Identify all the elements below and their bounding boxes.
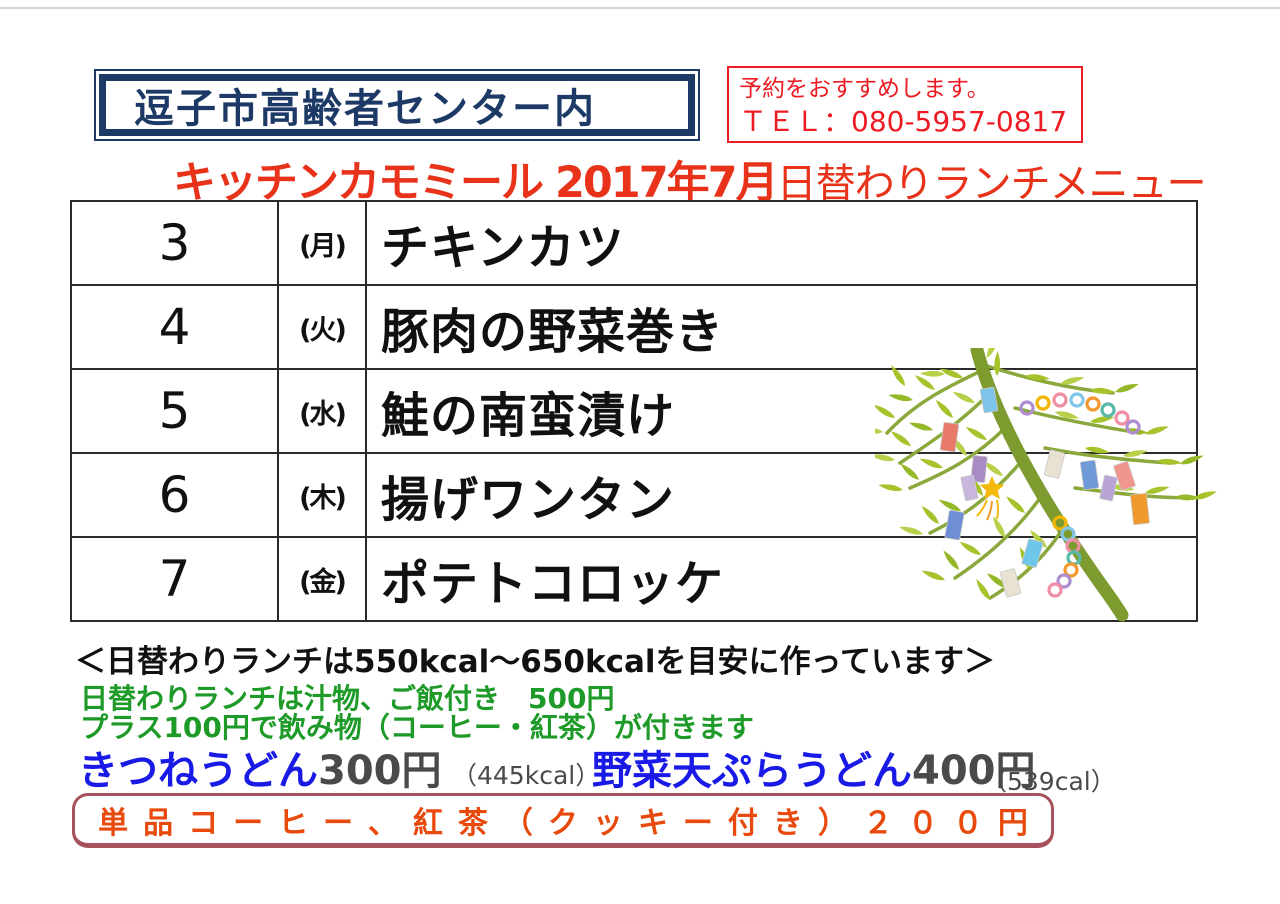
tempura-udon-name: 野菜天ぷらうどん <box>592 748 912 794</box>
coffee-tea-price-text: 単品コーヒー、紅茶（クッキー付き）２００円 <box>98 805 1043 841</box>
kitsune-udon-price: 300円 <box>318 748 442 794</box>
dish-cell: 豚肉の野菜巻き <box>365 284 1198 370</box>
kcal-guideline-note: ＜日替わりランチは550kcal～650kcalを目安に作っています＞ <box>75 644 995 680</box>
dish-cell: 揚げワンタン <box>365 452 1198 538</box>
title-lunch-menu: 日替わりランチメニュー <box>776 161 1207 207</box>
tempura-udon-price: 400円 <box>912 748 1036 794</box>
page-top-edge <box>0 7 1280 9</box>
kitsune-udon-item: きつねうどん300円 <box>78 738 442 796</box>
weekday-cell: (月) <box>277 200 367 286</box>
facility-name-box: 逗子市高齢者センター内 <box>99 74 695 136</box>
table-row: 4 (火) 豚肉の野菜巻き <box>70 284 1198 370</box>
daily-menu-table: 3 (月) チキンカツ 4 (火) 豚肉の野菜巻き 5 (水) 鮭の南蛮漬け 6… <box>70 200 1198 622</box>
day-cell: 3 <box>70 200 279 286</box>
dish-cell: チキンカツ <box>365 200 1198 286</box>
tempura-udon-item: 野菜天ぷらうどん400円 <box>592 738 1036 796</box>
table-row: 7 (金) ポテトコロッケ <box>70 536 1198 622</box>
lunch-price-note: 日替わりランチは汁物、ご飯付き 500円 <box>80 682 615 715</box>
weekday-cell: (金) <box>277 536 367 622</box>
table-row: 5 (水) 鮭の南蛮漬け <box>70 368 1198 454</box>
day-cell: 5 <box>70 368 279 454</box>
weekday-cell: (水) <box>277 368 367 454</box>
tempura-udon-kcal: （539cal） <box>982 767 1116 796</box>
reservation-note: 予約をおすすめします。 <box>739 76 990 102</box>
reservation-phone: ＴＥＬ：080-5957-0817 <box>739 105 1068 138</box>
drink-option-note: プラス100円で飲み物（コーヒー・紅茶）が付きます <box>80 711 754 744</box>
dish-cell: 鮭の南蛮漬け <box>365 368 1198 454</box>
kitsune-udon-name: きつねうどん <box>78 748 318 794</box>
weekday-cell: (木) <box>277 452 367 538</box>
table-row: 6 (木) 揚げワンタン <box>70 452 1198 538</box>
kitsune-udon-kcal: （445kcal） <box>452 761 601 790</box>
page-title: キッチンカモミール 2017年7月日替わりランチメニュー <box>173 148 1223 210</box>
day-cell: 4 <box>70 284 279 370</box>
facility-name: 逗子市高齢者センター内 <box>134 86 596 132</box>
table-row: 3 (月) チキンカツ <box>70 200 1198 286</box>
weekday-cell: (火) <box>277 284 367 370</box>
day-cell: 7 <box>70 536 279 622</box>
reservation-box: 予約をおすすめします。 ＴＥＬ：080-5957-0817 <box>727 66 1083 143</box>
udon-menu-line: きつねうどん300円 （445kcal） 野菜天ぷらうどん400円 （539ca… <box>0 738 1280 796</box>
title-kitchen-and-month: キッチンカモミール 2017年7月 <box>173 158 779 208</box>
dish-cell: ポテトコロッケ <box>365 536 1198 622</box>
coffee-tea-price-box: 単品コーヒー、紅茶（クッキー付き）２００円 <box>72 793 1054 848</box>
day-cell: 6 <box>70 452 279 538</box>
